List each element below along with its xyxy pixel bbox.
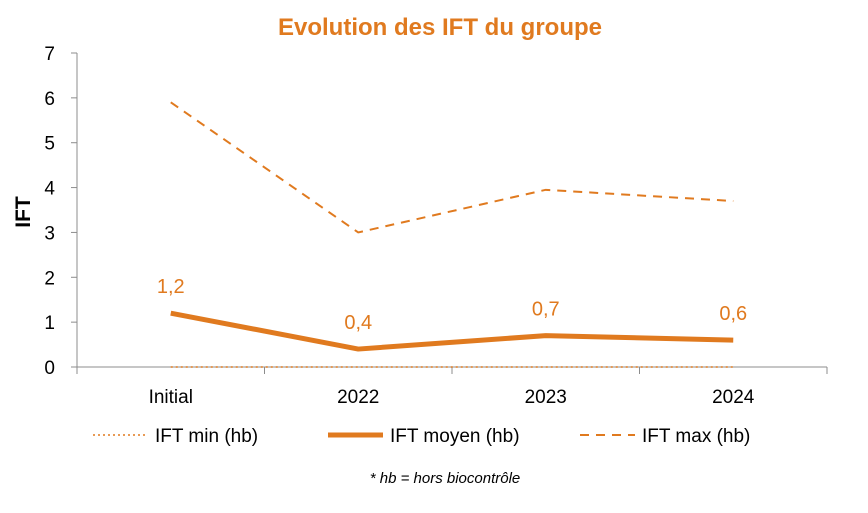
x-tick-label: 2022 — [337, 387, 379, 408]
axes: 0 1 2 3 4 5 6 7 Initial 2022 2023 2024 — [44, 44, 828, 408]
y-tick-label: 4 — [44, 179, 55, 200]
legend-label: IFT min (hb) — [155, 426, 258, 447]
series-layer — [170, 101, 734, 368]
footnote: * hb = hors biocontrôle — [370, 470, 521, 487]
legend: IFT min (hb) IFT moyen (hb) IFT max (hb) — [93, 426, 750, 447]
data-label: 0,4 — [344, 312, 372, 334]
data-label: 0,6 — [719, 303, 747, 325]
y-tick-label: 5 — [44, 134, 55, 155]
y-tick-label: 0 — [44, 358, 55, 379]
y-axis-label: IFT — [12, 196, 35, 228]
data-label: 0,7 — [532, 299, 560, 321]
y-tick-label: 6 — [44, 89, 55, 110]
series-line-dashed — [170, 101, 734, 234]
x-tick-label: Initial — [149, 387, 193, 408]
data-label: 1,2 — [157, 276, 185, 298]
legend-label: IFT max (hb) — [642, 426, 750, 447]
legend-label: IFT moyen (hb) — [390, 426, 520, 447]
y-tick-label: 3 — [44, 223, 55, 244]
y-tick-label: 1 — [44, 313, 55, 334]
y-tick-label: 2 — [44, 268, 55, 289]
x-tick-label: 2023 — [525, 387, 567, 408]
chart-title: Evolution des IFT du groupe — [278, 14, 602, 41]
y-tick-label: 7 — [44, 44, 55, 65]
x-tick-label: 2024 — [712, 387, 755, 408]
data-labels: 1,2 0,4 0,7 0,6 — [157, 276, 747, 334]
series-line-solid — [170, 310, 734, 352]
